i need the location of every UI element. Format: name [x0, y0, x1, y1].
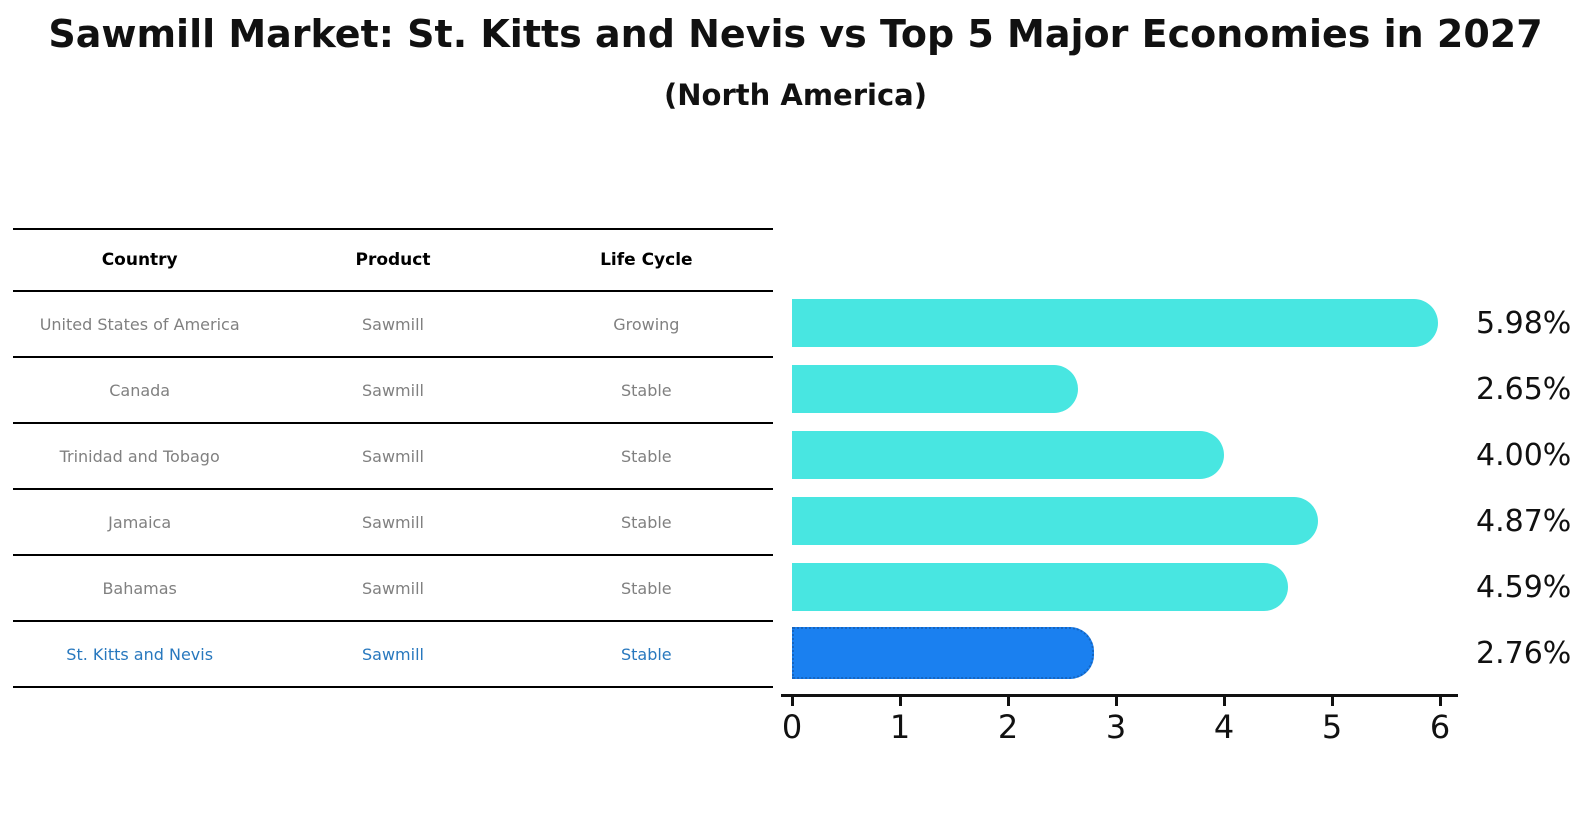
table-row: Trinidad and Tobago Sawmill Stable: [13, 424, 773, 490]
bar-value-label: 5.98%: [1476, 305, 1572, 341]
x-tick-label: 1: [889, 708, 911, 746]
bar-row: 4.59%: [792, 554, 1591, 620]
bar-value-label: 2.65%: [1476, 371, 1572, 407]
table-row: Canada Sawmill Stable: [13, 358, 773, 424]
country-table: Country Product Life Cycle United States…: [13, 228, 773, 688]
column-header-product: Product: [355, 250, 431, 270]
bar-value-label: 4.00%: [1476, 437, 1572, 473]
bar-value-label: 4.59%: [1476, 569, 1572, 605]
x-axis-line: [781, 694, 1458, 697]
cell-country: Bahamas: [102, 578, 177, 598]
x-tick-mark: [1331, 697, 1334, 706]
cell-product: Sawmill: [362, 512, 424, 532]
chart-title: Sawmill Market: St. Kitts and Nevis vs T…: [48, 12, 1543, 56]
chart-subtitle: (North America): [664, 78, 927, 112]
bar-st-kitts-and-nevis-highlighted: [792, 627, 1095, 679]
table-header-row: Country Product Life Cycle: [13, 230, 773, 292]
table-row: Jamaica Sawmill Stable: [13, 490, 773, 556]
x-tick-mark: [791, 697, 794, 706]
bar-row: 4.00%: [792, 422, 1591, 488]
bar-row: 5.98%: [792, 290, 1591, 356]
x-tick-mark: [1439, 697, 1442, 706]
cell-country: United States of America: [39, 314, 240, 334]
x-tick-mark: [1223, 697, 1226, 706]
cell-life-cycle: Stable: [620, 380, 672, 400]
x-tick-mark: [1115, 697, 1118, 706]
cell-product: Sawmill: [362, 644, 424, 664]
x-tick-mark: [1007, 697, 1010, 706]
cell-life-cycle: Stable: [620, 512, 672, 532]
x-tick-mark: [899, 697, 902, 706]
table-row-highlighted: St. Kitts and Nevis Sawmill Stable: [13, 622, 773, 688]
cell-product: Sawmill: [362, 314, 424, 334]
bar-value-label: 4.87%: [1476, 503, 1572, 539]
cell-life-cycle: Stable: [620, 446, 672, 466]
bar-row: 2.65%: [792, 356, 1591, 422]
x-tick-label: 4: [1213, 708, 1235, 746]
bar-row: 4.87%: [792, 488, 1591, 554]
x-tick-label: 6: [1429, 708, 1451, 746]
cell-life-cycle: Stable: [620, 578, 672, 598]
column-header-life-cycle: Life Cycle: [600, 250, 693, 270]
bar-bahamas: [792, 563, 1288, 611]
cell-product: Sawmill: [362, 446, 424, 466]
cell-life-cycle: Stable: [620, 644, 672, 664]
bar-jamaica: [792, 497, 1318, 545]
x-axis: 0 1 2 3 4 5 6: [782, 697, 1492, 746]
cell-country: Jamaica: [108, 512, 172, 532]
x-tick-label: 0: [781, 708, 803, 746]
bar-united-states: [792, 299, 1438, 347]
x-tick-label: 2: [997, 708, 1019, 746]
bar-row: 2.76%: [792, 620, 1591, 686]
cell-product: Sawmill: [362, 578, 424, 598]
cell-product: Sawmill: [362, 380, 424, 400]
column-header-country: Country: [101, 250, 178, 270]
cell-country: Canada: [109, 380, 171, 400]
cell-country: Trinidad and Tobago: [59, 446, 220, 466]
x-tick-label: 3: [1105, 708, 1127, 746]
bar-trinidad-and-tobago: [792, 431, 1224, 479]
x-tick-label: 5: [1321, 708, 1343, 746]
table-row: United States of America Sawmill Growing: [13, 292, 773, 358]
bar-value-label: 2.76%: [1476, 635, 1572, 671]
bar-canada: [792, 365, 1079, 413]
cell-life-cycle: Growing: [613, 314, 680, 334]
table-row: Bahamas Sawmill Stable: [13, 556, 773, 622]
cell-country: St. Kitts and Nevis: [66, 644, 214, 664]
bar-chart: 5.98% 2.65% 4.00% 4.87% 4.59% 2.76%: [792, 290, 1591, 686]
